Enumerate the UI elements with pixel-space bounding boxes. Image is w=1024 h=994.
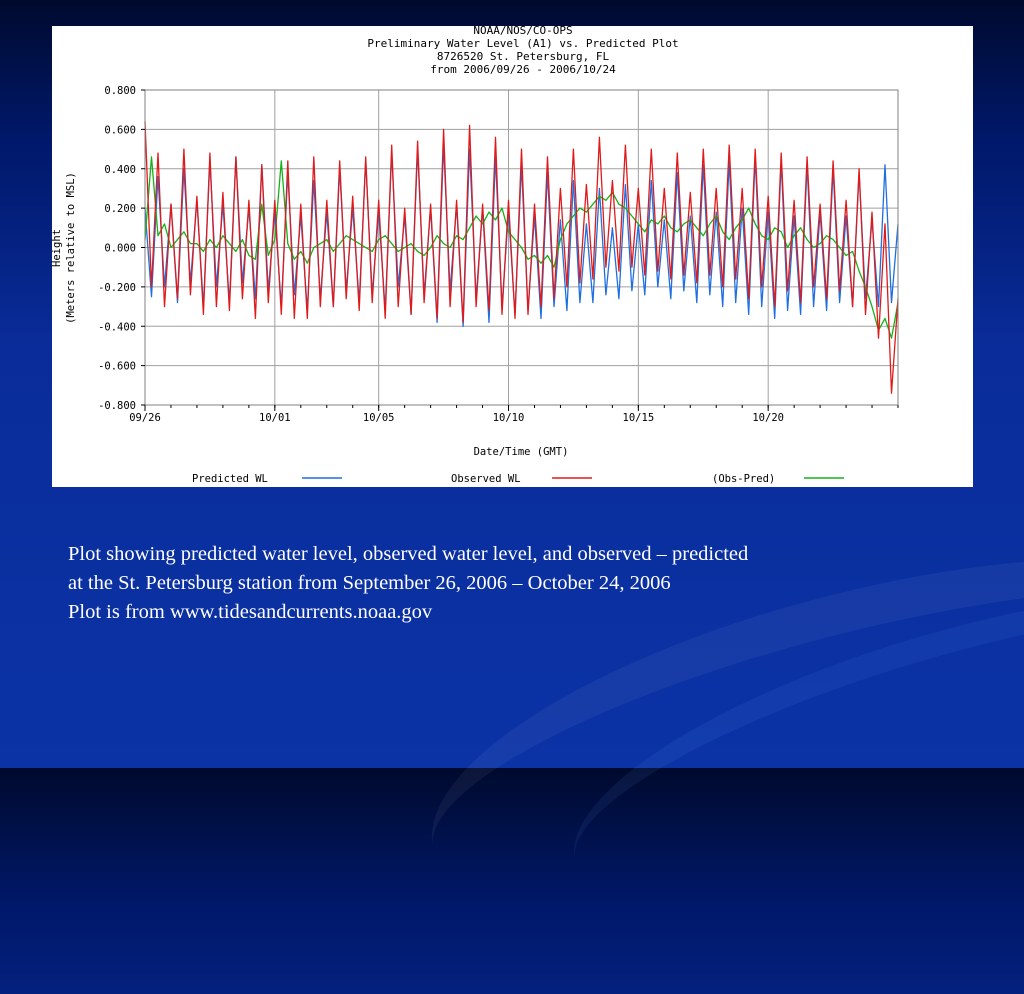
obs-pred-line (144, 156, 899, 339)
legend-label-observed: Observed WL (451, 473, 521, 485)
y-tick-label: 0.200 (104, 203, 136, 215)
caption-line-1: Plot showing predicted water level, obse… (68, 543, 749, 565)
title-line-3: 8726520 St. Petersburg, FL (437, 50, 610, 63)
caption-line-3: Plot is from www.tidesandcurrents.noaa.g… (68, 601, 433, 623)
x-tick-label: 10/20 (752, 412, 784, 424)
x-tick-label: 10/15 (623, 412, 655, 424)
x-axis-label: Date/Time (GMT) (474, 446, 569, 458)
y-axis-ticks: 0.800 0.600 0.400 0.200 0.000 -0.200 -0.400 -0.… (98, 85, 145, 412)
chart-svg: NOAA/NOS/CO-OPS Preliminary Water Level … (52, 26, 899, 485)
x-tick-label: 10/01 (259, 412, 291, 424)
x-tick-label: 10/05 (363, 412, 395, 424)
caption-line-2: at the St. Petersburg station from Septe… (68, 572, 671, 594)
slide-caption: Plot showing predicted water level, obse… (68, 540, 998, 627)
y-tick-label: -0.200 (98, 282, 136, 294)
y-tick-label: -0.600 (98, 361, 136, 373)
y-axis-label: Height (52, 229, 63, 267)
legend-label-predicted: Predicted WL (192, 473, 268, 485)
series-lines (144, 121, 899, 394)
y-tick-label: -0.800 (98, 400, 136, 412)
y-tick-label: 0.000 (104, 243, 136, 255)
y-tick-label: 0.800 (104, 85, 136, 97)
y-tick-label: 0.400 (104, 164, 136, 176)
y-axis-label-units: (Meters relative to MSL) (65, 172, 77, 324)
title-line-2: Preliminary Water Level (A1) vs. Predict… (367, 37, 678, 50)
x-axis-ticks: 09/26 10/01 10/05 10/10 10/15 10/20 (129, 405, 899, 424)
legend-label-obs-pred: (Obs-Pred) (712, 473, 775, 485)
chart-title: NOAA/NOS/CO-OPS Preliminary Water Level … (367, 26, 678, 76)
water-level-plot: NOAA/NOS/CO-OPS Preliminary Water Level … (52, 26, 973, 487)
y-tick-label: -0.400 (98, 321, 136, 333)
y-tick-label: 0.600 (104, 124, 136, 136)
x-tick-label: 09/26 (129, 412, 161, 424)
observed-wl-line (144, 121, 899, 394)
title-line-1: NOAA/NOS/CO-OPS (473, 26, 572, 37)
title-line-4: from 2006/09/26 - 2006/10/24 (430, 63, 616, 76)
legend: Predicted WL Observed WL (Obs-Pred) (192, 473, 844, 485)
x-tick-label: 10/10 (493, 412, 525, 424)
